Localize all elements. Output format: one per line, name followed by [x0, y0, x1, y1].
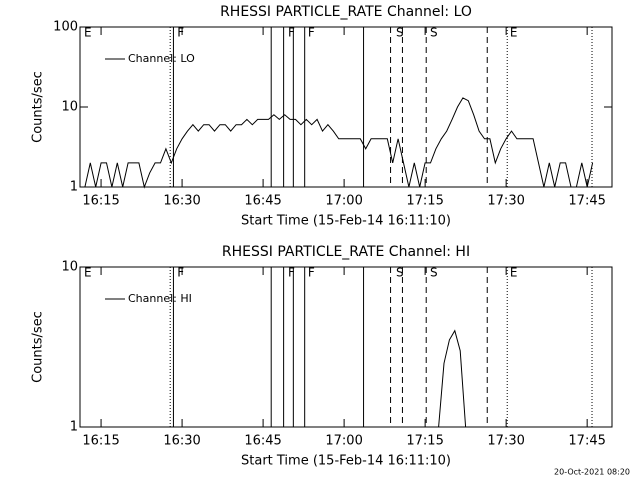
x-tick-label: 16:30	[163, 434, 200, 449]
x-tick-label: 17:45	[568, 434, 605, 449]
plot-frame	[79, 266, 613, 428]
x-tick-label: 17:15	[406, 434, 443, 449]
chart-title: RHESSI PARTICLE_RATE Channel: LO	[220, 4, 472, 20]
flag-label: S	[430, 266, 438, 280]
data-line	[84, 97, 594, 189]
x-tick-label: 17:00	[325, 434, 362, 449]
x-tick-label: 16:30	[163, 194, 200, 209]
y-tick-label: 1	[70, 420, 78, 435]
flag-label: F	[288, 266, 295, 280]
footer: 20-Oct-2021 08:20	[554, 468, 630, 477]
flag-label: S	[430, 26, 438, 40]
flag-label: F	[177, 26, 184, 40]
flag-label: E	[510, 266, 518, 280]
x-tick-label: 17:30	[487, 434, 524, 449]
y-tick-label: 10	[61, 260, 78, 275]
x-tick-label: 16:15	[82, 194, 119, 209]
y-tick-label: 1	[70, 180, 78, 195]
flag-label: F	[308, 266, 315, 280]
flag-label: S	[396, 26, 404, 40]
y-tick-label: 100	[53, 20, 78, 35]
chart-title: RHESSI PARTICLE_RATE Channel: HI	[222, 244, 470, 260]
flag-label: F	[308, 26, 315, 40]
y-axis-label: Counts/sec	[31, 311, 46, 383]
flag-label: F	[288, 26, 295, 40]
x-tick-label: 17:30	[487, 194, 524, 209]
flag-label: E	[84, 26, 92, 40]
legend-label: Channel: LO	[128, 52, 195, 65]
y-axis-label: Counts/sec	[31, 71, 46, 143]
x-tick-label: 17:45	[568, 194, 605, 209]
x-tick-label: 16:45	[244, 434, 281, 449]
data-line	[438, 329, 467, 428]
flag-label: F	[177, 266, 184, 280]
x-tick-label: 16:45	[244, 194, 281, 209]
y-tick-label: 10	[61, 100, 78, 115]
x-tick-label: 17:00	[325, 194, 362, 209]
flag-label: S	[396, 266, 404, 280]
legend-label: Channel: HI	[128, 292, 192, 305]
x-axis-label: Start Time (15-Feb-14 16:11:10)	[241, 214, 451, 229]
x-tick-label: 16:15	[82, 434, 119, 449]
flag-label: E	[84, 266, 92, 280]
x-tick-label: 17:15	[406, 194, 443, 209]
x-axis-label: Start Time (15-Feb-14 16:11:10)	[241, 454, 451, 469]
flag-label: E	[510, 26, 518, 40]
